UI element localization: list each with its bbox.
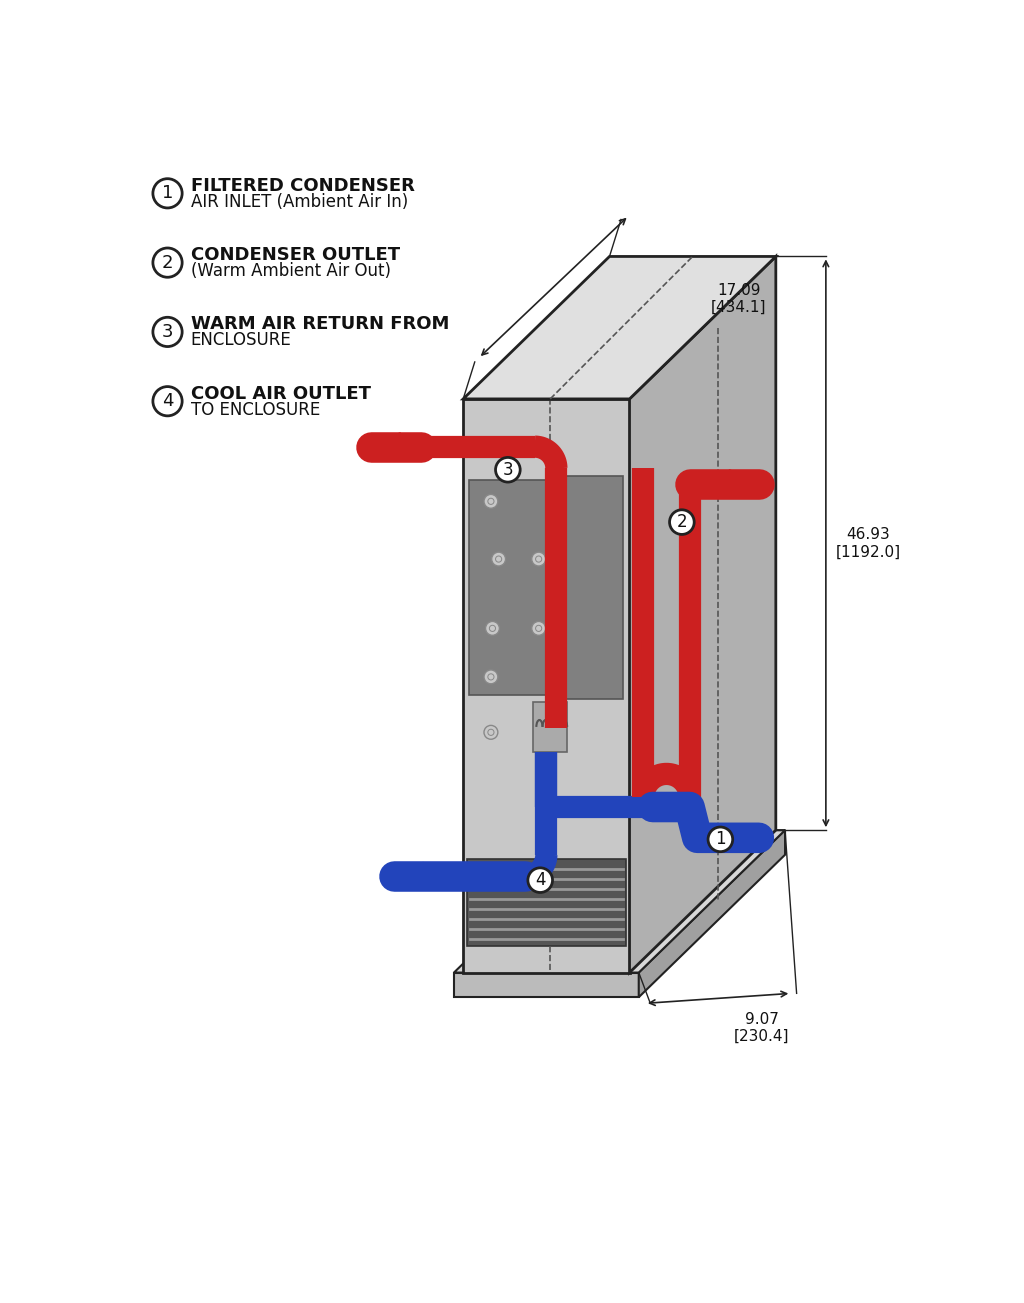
Text: TO ENCLOSURE: TO ENCLOSURE	[190, 401, 319, 418]
Circle shape	[485, 622, 500, 636]
Text: 3: 3	[503, 461, 513, 478]
Circle shape	[531, 552, 546, 566]
Text: 2: 2	[677, 513, 687, 532]
Circle shape	[484, 670, 498, 684]
Text: (Warm Ambient Air Out): (Warm Ambient Air Out)	[190, 262, 390, 280]
Polygon shape	[467, 859, 626, 946]
Text: WARM AIR RETURN FROM: WARM AIR RETURN FROM	[190, 315, 449, 334]
Text: AIR INLET (Ambient Air In): AIR INLET (Ambient Air In)	[190, 193, 408, 211]
Circle shape	[153, 179, 182, 208]
Text: 4: 4	[535, 872, 546, 889]
Circle shape	[528, 868, 553, 893]
Text: 1: 1	[715, 830, 726, 848]
Polygon shape	[469, 480, 546, 696]
Circle shape	[670, 509, 694, 534]
Circle shape	[153, 387, 182, 416]
Circle shape	[484, 726, 498, 739]
Text: 46.93
[1192.0]: 46.93 [1192.0]	[836, 528, 901, 560]
Circle shape	[531, 622, 546, 636]
Polygon shape	[630, 257, 776, 972]
Polygon shape	[534, 701, 567, 752]
Circle shape	[153, 318, 182, 347]
Circle shape	[496, 457, 520, 482]
Circle shape	[484, 494, 498, 508]
Circle shape	[708, 827, 733, 852]
Polygon shape	[639, 830, 785, 997]
Text: COOL AIR OUTLET: COOL AIR OUTLET	[190, 384, 371, 403]
Text: 4: 4	[162, 392, 173, 410]
Text: FILTERED CONDENSER: FILTERED CONDENSER	[190, 177, 415, 194]
Circle shape	[153, 248, 182, 278]
Text: 17.09
[434.1]: 17.09 [434.1]	[711, 283, 767, 315]
Polygon shape	[454, 972, 639, 997]
Text: CONDENSER OUTLET: CONDENSER OUTLET	[190, 246, 399, 265]
Polygon shape	[555, 476, 624, 700]
Text: ENCLOSURE: ENCLOSURE	[190, 331, 292, 349]
Text: 2: 2	[162, 254, 173, 271]
Text: 1: 1	[162, 184, 173, 202]
Polygon shape	[463, 399, 630, 972]
Polygon shape	[463, 257, 776, 399]
Text: 3: 3	[162, 323, 173, 341]
Text: 9.07
[230.4]: 9.07 [230.4]	[734, 1012, 790, 1044]
Polygon shape	[454, 830, 785, 972]
Circle shape	[492, 552, 506, 566]
